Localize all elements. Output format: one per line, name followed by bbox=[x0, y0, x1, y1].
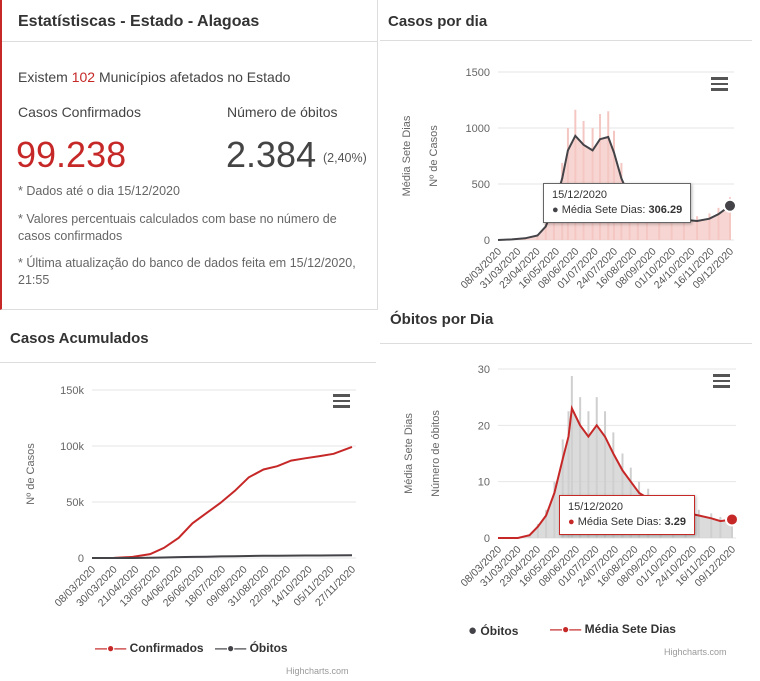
tooltip-value: 3.29 bbox=[664, 516, 686, 528]
chart-menu-icon[interactable] bbox=[333, 394, 350, 411]
divider bbox=[0, 362, 376, 363]
acumulados-title: Casos Acumulados bbox=[10, 330, 149, 347]
series-line bbox=[91, 445, 353, 559]
affected-count: 102 bbox=[71, 69, 96, 85]
affected-suffix: Municípios afetados no Estado bbox=[98, 69, 291, 85]
tooltip-date: 15/12/2020 bbox=[552, 189, 608, 201]
note-update: * Última atualização do banco de dados f… bbox=[18, 256, 356, 287]
credits-link[interactable]: Highcharts.com bbox=[286, 666, 349, 676]
tooltip-value: 306.29 bbox=[648, 204, 683, 216]
last-point-marker bbox=[725, 512, 739, 527]
affected-prefix: Existem bbox=[18, 69, 68, 85]
y-axis-title: Nº de Casos bbox=[25, 443, 37, 505]
obitos-dia-title: Óbitos por Dia bbox=[390, 311, 494, 328]
y-axis-title-secondary: Média Sete Dias bbox=[403, 413, 415, 494]
y-tick-label: 100k bbox=[60, 441, 84, 453]
divider bbox=[380, 40, 752, 41]
casos-dia-chart: 05001000150008/03/202031/03/202023/04/20… bbox=[401, 67, 737, 291]
deaths-pct: (2,40%) bbox=[323, 151, 367, 165]
y-tick-label: 150k bbox=[60, 385, 84, 397]
y-tick-label: 10 bbox=[478, 477, 490, 489]
obitos-dia-chart: 010203008/03/202031/03/202023/04/202016/… bbox=[403, 364, 739, 589]
legend-label: Óbitos bbox=[249, 641, 288, 655]
deaths-value: 2.384 bbox=[226, 134, 317, 175]
y-tick-label: 50k bbox=[66, 497, 84, 509]
chart-menu-icon[interactable] bbox=[711, 77, 728, 94]
y-tick-label: 0 bbox=[484, 235, 490, 247]
casos-dia-title: Casos por dia bbox=[388, 13, 488, 30]
legend-label: Confirmados bbox=[129, 641, 204, 655]
legend-obitos-bars[interactable]: ● Óbitos bbox=[468, 622, 519, 639]
y-axis-title-secondary: Média Sete Dias bbox=[401, 115, 413, 196]
y-tick-label: 30 bbox=[478, 364, 490, 376]
y-tick-label: 1000 bbox=[466, 123, 490, 135]
stats-panel: Estatístiscas - Estado - Alagoas Existem… bbox=[0, 0, 378, 310]
confirmed-value: 99.238 bbox=[16, 134, 127, 175]
obitos-tooltip: 15/12/2020 ● Média Sete Dias: 3.29 bbox=[559, 495, 695, 535]
tooltip-label: Média Sete Dias: bbox=[561, 204, 646, 216]
y-tick-label: 500 bbox=[472, 179, 490, 191]
last-point-marker bbox=[723, 198, 737, 213]
daily-area bbox=[498, 408, 732, 538]
deaths-label: Número de óbitos bbox=[227, 104, 338, 120]
stats-title: Estatístiscas - Estado - Alagoas bbox=[18, 13, 260, 30]
casos-tooltip: 15/12/2020 ● Média Sete Dias: 306.29 bbox=[543, 183, 692, 223]
divider bbox=[2, 41, 377, 42]
tooltip-label: Média Sete Dias: bbox=[577, 516, 662, 528]
y-axis-title: Nº de Casos bbox=[428, 125, 440, 187]
chart-menu-icon[interactable] bbox=[713, 374, 730, 391]
legend-obitos[interactable]: —●— Óbitos bbox=[215, 641, 288, 655]
divider bbox=[380, 343, 752, 344]
y-tick-label: 1500 bbox=[466, 67, 490, 79]
confirmed-label: Casos Confirmados bbox=[18, 104, 141, 120]
tooltip-row: ● Média Sete Dias: 3.29 bbox=[568, 516, 686, 528]
legend-label: Média Sete Dias bbox=[584, 622, 676, 636]
note-percent: * Valores percentuais calculados com bas… bbox=[18, 212, 337, 243]
tooltip-row: ● Média Sete Dias: 306.29 bbox=[552, 204, 683, 216]
y-tick-label: 0 bbox=[78, 553, 84, 565]
acumulados-chart: 050k100k150k08/03/202030/03/202021/04/20… bbox=[25, 385, 358, 609]
y-tick-label: 20 bbox=[478, 420, 490, 432]
note-date: * Dados até o dia 15/12/2020 bbox=[18, 184, 180, 198]
series-line bbox=[92, 554, 353, 559]
affected-line: Existem 102 Municípios afetados no Estad… bbox=[18, 69, 290, 85]
y-tick-label: 0 bbox=[484, 533, 490, 545]
legend-media[interactable]: —●— Média Sete Dias bbox=[550, 622, 676, 636]
legend-confirmados[interactable]: —●— Confirmados bbox=[95, 641, 204, 655]
credits-link[interactable]: Highcharts.com bbox=[664, 647, 727, 657]
legend-label: Óbitos bbox=[480, 624, 519, 638]
tooltip-date: 15/12/2020 bbox=[568, 501, 624, 513]
y-axis-title: Número de óbitos bbox=[430, 410, 442, 497]
